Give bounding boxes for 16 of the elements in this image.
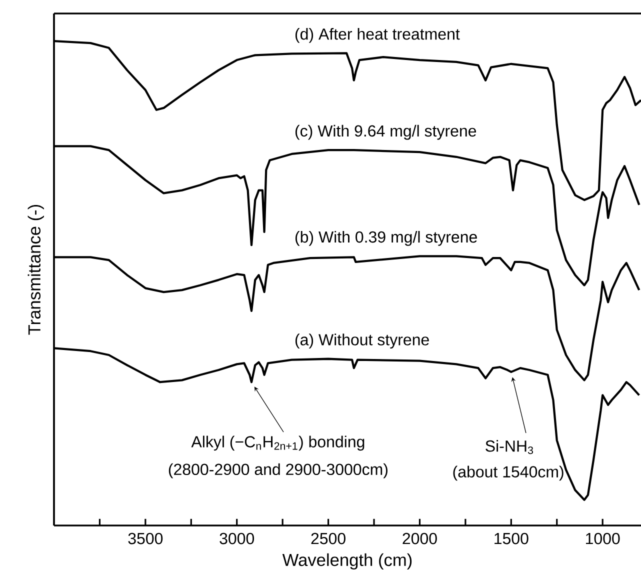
series-label: (d) After heat treatment	[295, 28, 460, 43]
series-label: (b) With 0.39 mg/l styrene	[295, 230, 477, 246]
y-axis-title: Transmittance (-)	[28, 204, 44, 335]
x-axis-title: Wavelength (cm)	[282, 553, 412, 570]
annotation: Si-NH$_{3}$	[486, 440, 533, 454]
annotation: (2800-2900 and 2900-3000cm)	[168, 463, 388, 478]
annotation: Alkyl (−C$_{n}$H$_{2n+1}$) bonding	[191, 436, 364, 451]
x-tick-label: 1000	[586, 532, 620, 544]
x-tick-label: 1500	[494, 532, 528, 544]
x-tick-label: 2000	[402, 532, 437, 544]
series-label: (a) Without styrene	[295, 334, 429, 349]
annotation: (about 1540cm)	[453, 466, 564, 481]
x-tick-label: 2500	[311, 532, 346, 544]
series-label: (c) With 9.64 mg/l styrene	[295, 124, 476, 140]
x-tick-label: 3000	[220, 532, 254, 544]
x-tick-label: 3500	[128, 532, 163, 544]
